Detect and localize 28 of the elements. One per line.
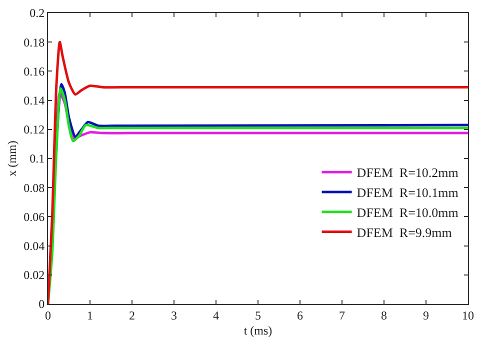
x-tick-label: 2 — [129, 308, 135, 322]
legend-label: DFEM R=10.1mm — [356, 185, 458, 200]
y-tick-label: 0.08 — [24, 180, 45, 195]
x-tick-label: 1 — [87, 308, 93, 322]
legend-label: DFEM R=9.9mm — [356, 224, 452, 240]
legend-label: DFEM R=10.2mm — [356, 165, 458, 180]
x-tick-label: 3 — [171, 308, 177, 322]
y-tick-label: 0.14 — [24, 94, 45, 108]
y-axis-title: x (mm) — [4, 140, 19, 176]
legend-label: DFEM R=10.0mm — [356, 204, 458, 220]
line-series — [48, 40, 468, 304]
x-tick-label: 5 — [255, 308, 261, 322]
y-tick-label: 0.12 — [24, 122, 45, 137]
x-axis-title: t (ms) — [244, 323, 272, 338]
y-tick-label: 0 — [38, 297, 45, 312]
y-tick-label: 0.18 — [24, 35, 45, 50]
y-tick-label: 0.06 — [24, 210, 45, 224]
x-tick-label: 8 — [381, 308, 387, 322]
x-tick-label: 4 — [213, 308, 219, 322]
x-tick-label: 9 — [423, 308, 429, 322]
x-tick-label: 10 — [462, 308, 474, 322]
y-tick-label: 0.04 — [24, 239, 45, 253]
y-tick-label: 0.02 — [24, 268, 45, 282]
y-tick-label: 0.2 — [30, 6, 45, 20]
y-tick-label: 0.16 — [24, 64, 45, 78]
x-tick-label: 6 — [297, 308, 303, 322]
y-tick-label: 0.1 — [30, 152, 45, 166]
x-tick-label: 7 — [339, 308, 345, 322]
